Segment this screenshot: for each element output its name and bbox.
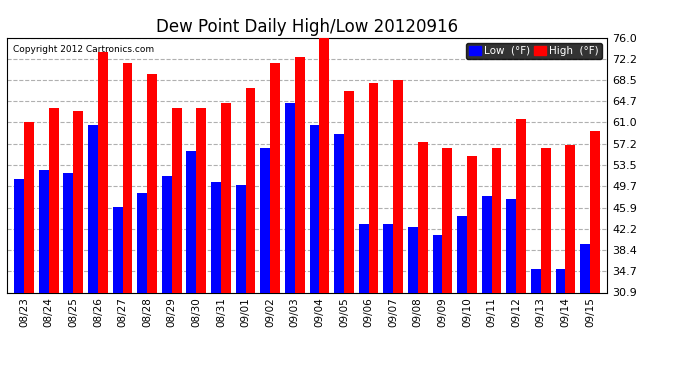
Bar — [368, 83, 378, 292]
Legend: Low  (°F), High  (°F): Low (°F), High (°F) — [466, 43, 602, 59]
Bar — [246, 88, 255, 292]
Bar — [197, 108, 206, 292]
Bar — [221, 102, 230, 292]
Bar — [260, 148, 270, 292]
Bar — [417, 142, 428, 292]
Title: Dew Point Daily High/Low 20120916: Dew Point Daily High/Low 20120916 — [156, 18, 458, 36]
Bar — [73, 111, 83, 292]
Bar — [516, 120, 526, 292]
Bar — [491, 148, 502, 292]
Bar — [186, 151, 197, 292]
Bar — [162, 176, 172, 292]
Bar — [359, 224, 368, 292]
Bar — [88, 125, 98, 292]
Bar — [393, 80, 403, 292]
Bar — [384, 224, 393, 292]
Bar — [112, 207, 123, 292]
Bar — [590, 131, 600, 292]
Bar — [506, 199, 516, 292]
Bar — [482, 196, 491, 292]
Bar — [270, 63, 280, 292]
Bar — [137, 193, 147, 292]
Bar — [457, 216, 467, 292]
Bar — [319, 38, 329, 292]
Bar — [541, 148, 551, 292]
Bar — [555, 269, 565, 292]
Bar — [211, 182, 221, 292]
Bar — [39, 170, 49, 292]
Bar — [310, 125, 319, 292]
Bar — [236, 184, 246, 292]
Bar — [147, 74, 157, 292]
Bar — [98, 52, 108, 292]
Bar — [433, 236, 442, 292]
Bar — [172, 108, 181, 292]
Bar — [14, 179, 24, 292]
Bar — [334, 134, 344, 292]
Bar — [344, 91, 354, 292]
Bar — [531, 269, 541, 292]
Bar — [24, 122, 34, 292]
Bar — [408, 227, 417, 292]
Bar — [565, 145, 575, 292]
Bar — [123, 63, 132, 292]
Bar — [580, 244, 590, 292]
Bar — [467, 156, 477, 292]
Text: Copyright 2012 Cartronics.com: Copyright 2012 Cartronics.com — [13, 45, 154, 54]
Bar — [442, 148, 452, 292]
Bar — [285, 102, 295, 292]
Bar — [63, 173, 73, 292]
Bar — [49, 108, 59, 292]
Bar — [295, 57, 304, 292]
